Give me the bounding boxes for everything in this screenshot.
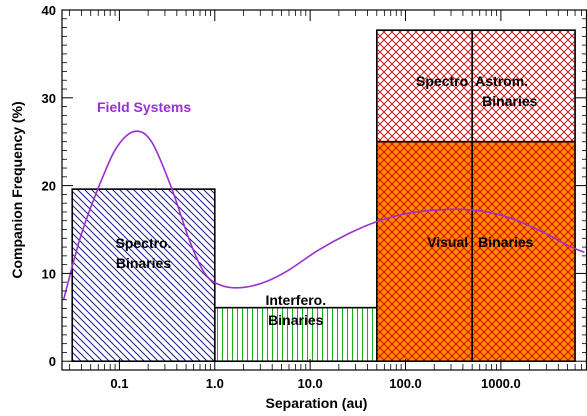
y-tick-label-30: 30 [42, 91, 56, 106]
label-interfero-binaries-line-1: Binaries [268, 312, 323, 328]
bar-hatch-0 [72, 189, 215, 362]
y-axis-label: Companion Frequency (%) [9, 101, 25, 278]
label-interfero-binaries-line-0: Interfero. [265, 292, 326, 308]
label-visual-binaries: Binaries [478, 234, 533, 250]
y-tick-label-0: 0 [49, 354, 56, 369]
x-tick-label-10.0: 10.0 [297, 376, 322, 391]
label-spectro-binaries-line-0: Spectro. [115, 235, 171, 251]
series-label-field-systems: Field Systems [97, 99, 191, 115]
x-axis-label: Separation (au) [266, 395, 368, 411]
labels-layer: 0 10 20 30 40 0.1 1.0 10.0 100.0 1000.0 Separation… [9, 3, 538, 411]
label-visual: Visual [427, 234, 468, 250]
bar-hatch-2 [376, 141, 576, 362]
bar-hatch-3 [376, 30, 576, 142]
label-astrom-binaries: Binaries [482, 93, 537, 109]
bar-0 [71, 188, 216, 363]
label-spectro-astrom: Spectro [416, 73, 468, 89]
x-tick-label-100.0: 100.0 [389, 376, 422, 391]
x-tick-label-1000.0: 1000.0 [481, 376, 521, 391]
y-tick-label-10: 10 [42, 266, 56, 281]
label-spectro-binaries-line-1: Binaries [116, 255, 171, 271]
bar-hatch-1 [214, 307, 377, 362]
label-astrom: Astrom. [475, 73, 528, 89]
x-tick-label-0.1: 0.1 [110, 376, 128, 391]
y-tick-label-40: 40 [42, 3, 56, 18]
series-line-field-systems [62, 130, 585, 300]
bar-3 [376, 29, 576, 143]
x-tick-label-1.0: 1.0 [206, 376, 224, 391]
bars-layer [71, 29, 576, 363]
curve-layer [62, 130, 585, 300]
y-tick-label-20: 20 [42, 179, 56, 194]
